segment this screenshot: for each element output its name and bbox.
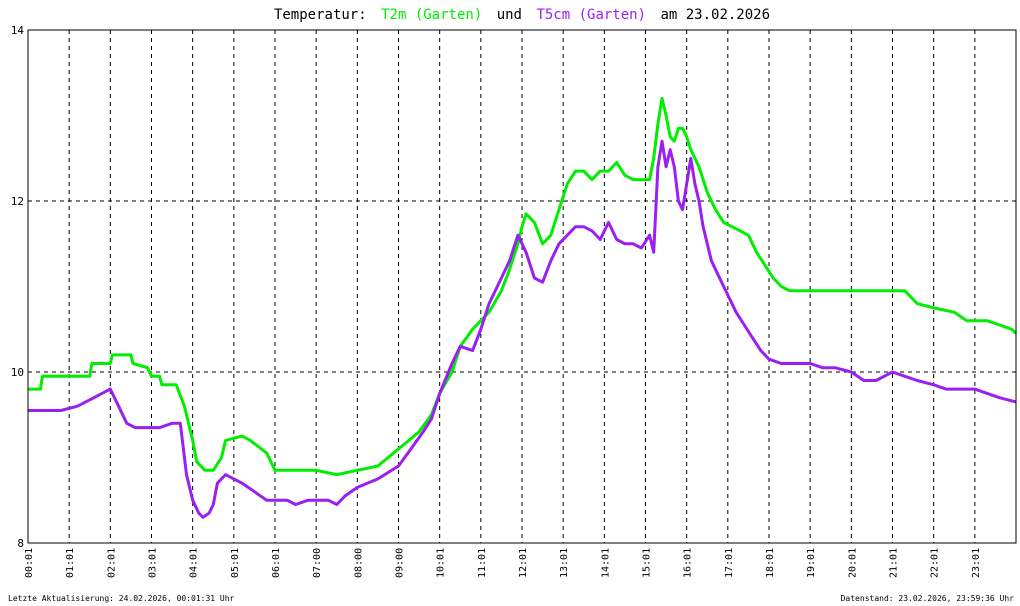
title-prefix: Temperatur: [274, 7, 367, 23]
y-tick-label: 12 [11, 195, 24, 208]
title-series2: T5cm (Garten) [536, 7, 646, 23]
chart-title: Temperatur: T2m (Garten) und T5cm (Garte… [274, 7, 770, 23]
x-tick-label: 11:01 [477, 548, 488, 578]
y-tick-label: 8 [17, 537, 24, 550]
x-tick-label: 14:01 [600, 548, 611, 578]
x-tick-label: 13:01 [559, 548, 570, 578]
y-tick-label: 14 [11, 24, 25, 37]
x-tick-label: 01:01 [65, 548, 76, 578]
x-tick-label: 08:00 [353, 548, 364, 578]
series-layer [28, 96, 1018, 519]
series-line-t2m [28, 96, 1018, 477]
axis-labels: 8 10 12 14 00:01 01:01 02:01 03:01 04:01 05:01 06:… [11, 24, 982, 578]
y-tick-label: 10 [11, 366, 24, 379]
x-tick-label: 23:01 [971, 548, 982, 578]
axes [27, 29, 1017, 544]
x-tick-label: 00:01 [24, 548, 35, 578]
title-suffix: am 23.02.2026 [660, 7, 770, 23]
x-tick-label: 09:00 [395, 548, 406, 578]
x-tick-label: 12:01 [518, 548, 529, 578]
x-tick-label: 07:00 [312, 548, 323, 578]
x-tick-label: 02:01 [106, 548, 117, 578]
x-tick-label: 20:01 [847, 548, 858, 578]
x-tick-label: 03:01 [148, 548, 159, 578]
x-tick-label: 15:01 [642, 548, 653, 578]
grid-lines [28, 30, 1016, 543]
data-status-text: Datenstand: 23.02.2026, 23:59:36 Uhr [841, 594, 1015, 603]
x-tick-label: 17:01 [724, 548, 735, 578]
x-tick-label: 10:01 [436, 548, 447, 578]
x-tick-label: 04:01 [189, 548, 200, 578]
plot-frame [27, 29, 1017, 544]
title-connector: und [497, 7, 522, 23]
x-tick-label: 05:01 [230, 548, 241, 578]
title-series1: T2m (Garten) [381, 7, 482, 23]
x-tick-label: 18:01 [765, 548, 776, 578]
last-update-text: Letzte Aktualisierung: 24.02.2026, 00:01… [8, 594, 235, 603]
x-tick-label: 21:01 [889, 548, 900, 578]
x-tick-label: 16:01 [683, 548, 694, 578]
x-tick-label: 06:01 [271, 548, 282, 578]
series-line-t5cm [28, 139, 1017, 519]
x-tick-label: 22:01 [930, 548, 941, 578]
x-tick-label: 19:01 [806, 548, 817, 578]
